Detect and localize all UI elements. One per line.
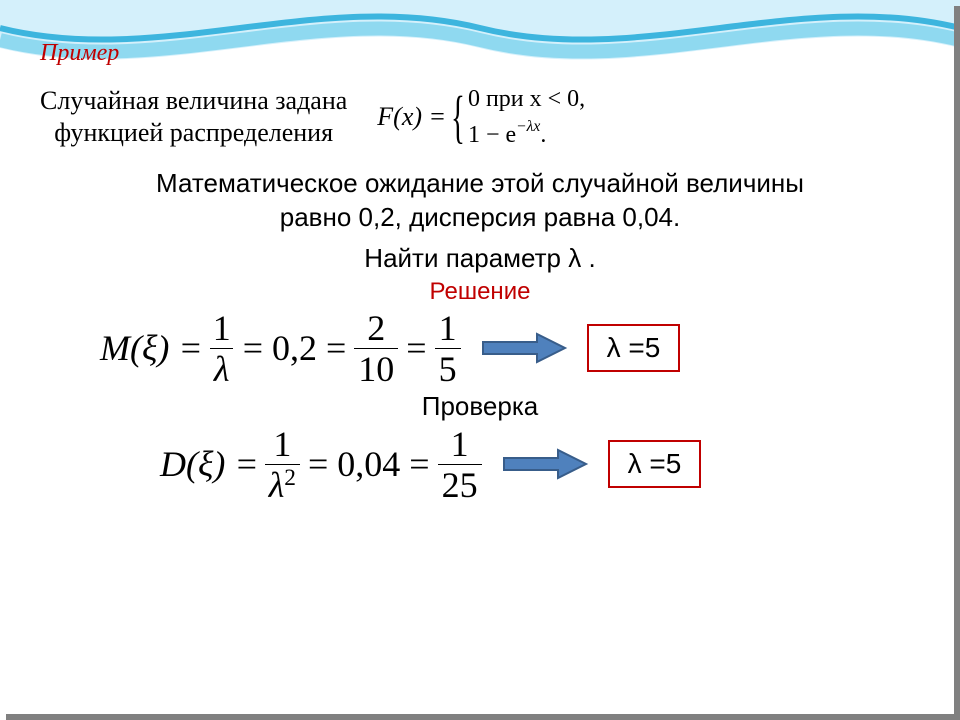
cdf-formula: F(x) = { 0 при x < 0, 1 − e−λx. <box>377 81 585 153</box>
variance-equation-row: D(ξ) = 1 λ2 = 0,04 = 1 25 λ =5 <box>40 426 920 503</box>
variance-equation: D(ξ) = 1 λ2 = 0,04 = 1 25 <box>160 426 482 503</box>
result-lambda-2: λ =5 <box>608 440 702 488</box>
example-title: Пример <box>40 40 920 67</box>
mean-equation: M(ξ) = 1 λ = 0,2 = 2 10 = 1 5 <box>100 310 461 387</box>
check-label: Проверка <box>40 391 920 422</box>
mean-equation-row: M(ξ) = 1 λ = 0,2 = 2 10 = 1 5 λ =5 <box>40 310 920 387</box>
result-lambda-1: λ =5 <box>587 324 681 372</box>
arrow-icon <box>479 330 569 366</box>
given-values: Математическое ожидание этой случайной в… <box>40 167 920 235</box>
slide-content: Пример Случайная величина задана функцие… <box>0 0 960 503</box>
solution-label: Решение <box>40 278 920 306</box>
arrow-icon <box>500 446 590 482</box>
intro-text: Случайная величина задана функцией распр… <box>40 85 347 150</box>
task-text: Найти параметр λ . <box>40 243 920 274</box>
problem-statement-row: Случайная величина задана функцией распр… <box>40 81 920 153</box>
